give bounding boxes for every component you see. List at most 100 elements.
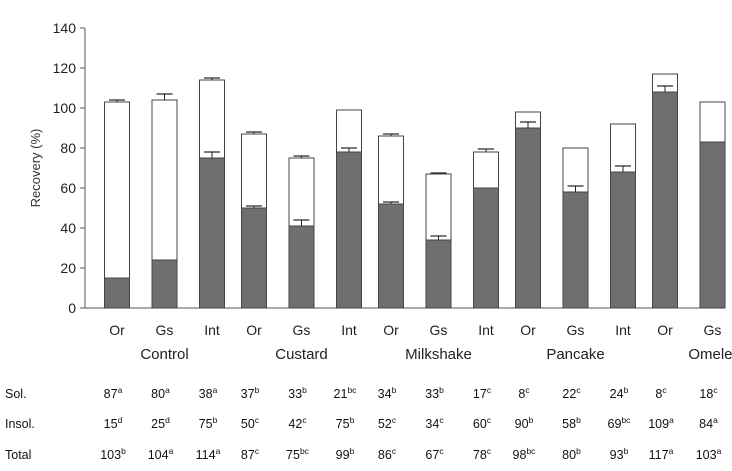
x-tick-labels: Or Gs Int Control Or Gs Int Custard Or Gs Int Milks… [109,322,732,363]
table-cell: 50c [241,415,260,431]
bar-soluble-control-or [104,101,130,279]
table-cell: 34c [425,415,444,431]
table-cell: 109a [648,415,674,431]
bar-soluble-milkshake-int [473,151,499,189]
x-tick-label: Int [615,322,631,338]
table-cell: 69bc [608,415,632,431]
table-cell: 75b [199,415,218,431]
y-tick-label: 100 [53,100,77,116]
x-tick-label: Gs [156,322,174,338]
table-cell: 33b [288,385,307,401]
table-cell: 8c [518,385,530,401]
bar-soluble-custard-int [336,109,362,153]
bar-soluble-custard-gs [288,157,315,227]
table-row-label: Total [5,448,31,462]
table-cell: 67c [425,446,444,462]
bar-insoluble-custard-or [241,207,267,309]
table-cell: 104a [148,446,174,462]
x-tick-label: Or [246,322,262,338]
table-cell: 86c [378,446,397,462]
x-tick-label: Or [383,322,399,338]
bar-soluble-custard-or [241,133,267,209]
bar-insoluble-pancake-or [515,127,541,309]
y-axis-title: Recovery (%) [28,129,43,208]
group-label-custard: Custard [275,346,328,363]
table-cell: 98bc [513,446,537,462]
bar-soluble-milkshake-gs [425,173,452,241]
table-cell: 114a [196,446,221,462]
x-tick-label: Or [109,322,125,338]
bar-insoluble-pancake-int [610,171,636,309]
x-tick-label: Or [657,322,673,338]
x-tick-label: Gs [704,322,722,338]
table-cell: 75b [336,415,355,431]
bar-soluble-control-gs [151,99,178,261]
x-tick-label: Gs [293,322,311,338]
y-tick-label: 120 [53,60,77,76]
table-cell: 87a [104,385,123,401]
table-cell: 78c [473,446,492,462]
x-tick-label: Gs [567,322,585,338]
x-tick-label: Gs [430,322,448,338]
group-label-milkshake: Milkshake [405,346,472,363]
bar-insoluble-control-int [199,157,225,309]
bar-insoluble-omelet-or [652,91,678,309]
table-cell: 103b [100,446,126,462]
table-cell: 17c [473,385,492,401]
table-cell: 87c [241,446,260,462]
y-tick-label: 80 [60,140,76,156]
bar-insoluble-milkshake-or [378,203,404,309]
group-label-omelet: Omelet [688,346,732,363]
table-cell: 18c [699,385,718,401]
x-tick-label: Or [520,322,536,338]
table-row-label: Insol. [5,417,35,431]
bar-insoluble-custard-int [336,151,362,309]
table-cell: 117a [649,446,674,462]
bar-insoluble-omelet-gs [699,141,726,309]
table-cell: 24b [610,385,629,401]
bar-soluble-control-int [199,79,225,159]
bar-insoluble-milkshake-int [473,187,499,309]
axes: 0 20 40 60 80 100 120 140 [53,20,710,316]
table-cell: 103a [696,446,722,462]
table-cell: 15d [104,415,123,431]
y-tick-label: 40 [60,220,76,236]
y-tick-label: 20 [60,260,76,276]
y-tick-label: 0 [68,300,76,316]
bar-soluble-pancake-gs [562,147,589,193]
x-tick-label: Int [341,322,357,338]
table-cell: 99b [336,446,355,462]
table-cell: 58b [562,415,581,431]
table-cell: 25d [151,415,170,431]
table-cell: 75bc [286,446,310,462]
bar-insoluble-custard-gs [288,225,315,309]
y-tick-label: 60 [60,180,76,196]
x-tick-label: Int [478,322,494,338]
group-label-control: Control [140,346,188,363]
y-tick-label: 140 [53,20,77,36]
bar-insoluble-pancake-gs [562,191,589,309]
table-cell: 42c [288,415,307,431]
x-tick-label: Int [204,322,220,338]
table-cell: 52c [378,415,397,431]
bar-soluble-omelet-gs [699,101,726,143]
bar-soluble-pancake-int [610,123,636,173]
table-cell: 21bc [334,385,358,401]
table-cell: 90b [515,415,534,431]
table-cell: 22c [562,385,581,401]
table-cell: 38a [199,385,218,401]
table-cell: 80b [562,446,581,462]
bar-soluble-milkshake-or [378,135,404,205]
bar-series [104,73,726,309]
table-cell: 37b [241,385,260,401]
table-cell: 93b [610,446,629,462]
table-cell: 33b [425,385,444,401]
bar-insoluble-control-or [104,277,130,309]
table-cell: 60c [473,415,492,431]
table-cell: 34b [378,385,397,401]
bar-insoluble-milkshake-gs [425,239,452,309]
bar-insoluble-control-gs [151,259,178,309]
group-label-pancake: Pancake [546,346,604,363]
table-row-label: Sol. [5,387,27,401]
